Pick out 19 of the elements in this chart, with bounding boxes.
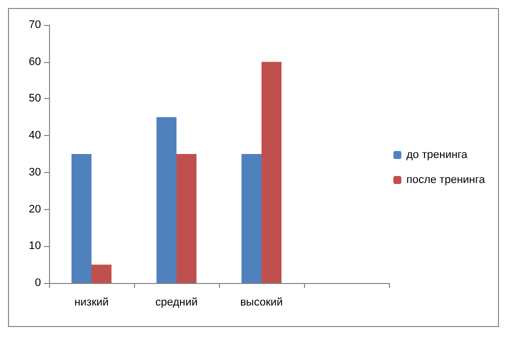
y-tick-label: 0 [34, 277, 41, 289]
bar [92, 264, 112, 283]
x-tick-label: высокий [240, 296, 283, 308]
bar [176, 154, 196, 283]
bar [156, 117, 176, 283]
y-tick-label: 40 [28, 130, 41, 142]
y-tick-label: 60 [28, 56, 41, 68]
y-tick-label: 10 [28, 240, 41, 252]
y-tick-label: 30 [28, 166, 41, 178]
bar [72, 154, 92, 283]
y-tick-label: 20 [28, 203, 41, 216]
bar [262, 62, 282, 283]
y-tick-label: 70 [28, 19, 41, 31]
legend-label: до тренинга [406, 149, 468, 161]
x-tick-label: низкий [74, 296, 109, 308]
x-tick-label: средний [155, 296, 198, 308]
legend-label: после тренинга [406, 174, 486, 186]
y-tick-label: 50 [28, 92, 41, 105]
bar [242, 154, 262, 283]
